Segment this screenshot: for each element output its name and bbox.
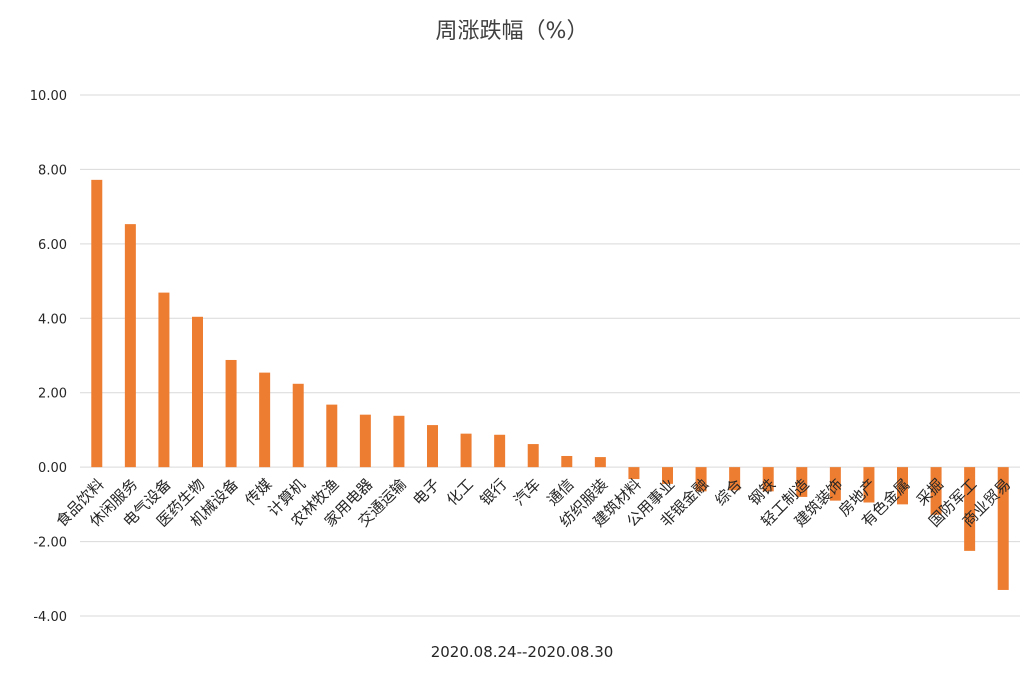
bar [192,316,203,468]
bar [863,467,875,503]
x-tick-label: 电子 [409,475,443,509]
x-tick-label: 银行 [477,475,511,509]
y-tick-label: 4.00 [38,312,67,327]
y-tick-label: 6.00 [38,238,67,253]
bar [695,467,707,492]
bar [326,404,338,468]
y-tick-label: 10.00 [30,89,67,104]
x-tick-label: 化工 [443,475,477,509]
bar [930,467,942,515]
x-tick-label: 汽车 [510,475,544,509]
y-tick-label: 2.00 [38,387,67,402]
bar [662,467,673,484]
bar [427,425,438,468]
bar [494,434,506,468]
bar [460,433,472,468]
bar [829,467,841,501]
bar [729,467,741,491]
bar [124,224,136,468]
y-tick-label: -4.00 [33,610,67,625]
y-tick-label: 0.00 [38,461,67,476]
x-axis-label: 2020.08.24--2020.08.30 [431,643,614,661]
bars [91,179,1009,590]
bar [628,467,640,480]
bar [259,372,271,468]
gridlines [80,94,1020,617]
bar [292,383,304,468]
bar [796,467,808,497]
bar [91,179,103,468]
bar [762,467,774,492]
bar [997,467,1009,590]
bar [359,414,371,468]
y-tick-label: 8.00 [38,163,67,178]
bar [527,444,539,468]
bar [594,457,606,468]
x-tick-label: 综合 [712,475,746,509]
bar [897,467,908,505]
bar [158,292,170,468]
bar [964,467,976,551]
chart-title: 周涨跌幅（%） [436,19,589,44]
bar [561,455,573,468]
bar [393,415,405,468]
x-axis-category-labels: 食品饮料休闲服务电气设备医药生物机械设备 传媒计算机农林牧渔家用电器交通运输 电子化… [52,475,1014,530]
y-axis-tick-labels: -4.00 -2.00 0.00 2.00 4.00 6.00 8.00 10.00 [30,89,67,625]
y-tick-label: -2.00 [33,536,67,551]
bar [225,359,237,468]
